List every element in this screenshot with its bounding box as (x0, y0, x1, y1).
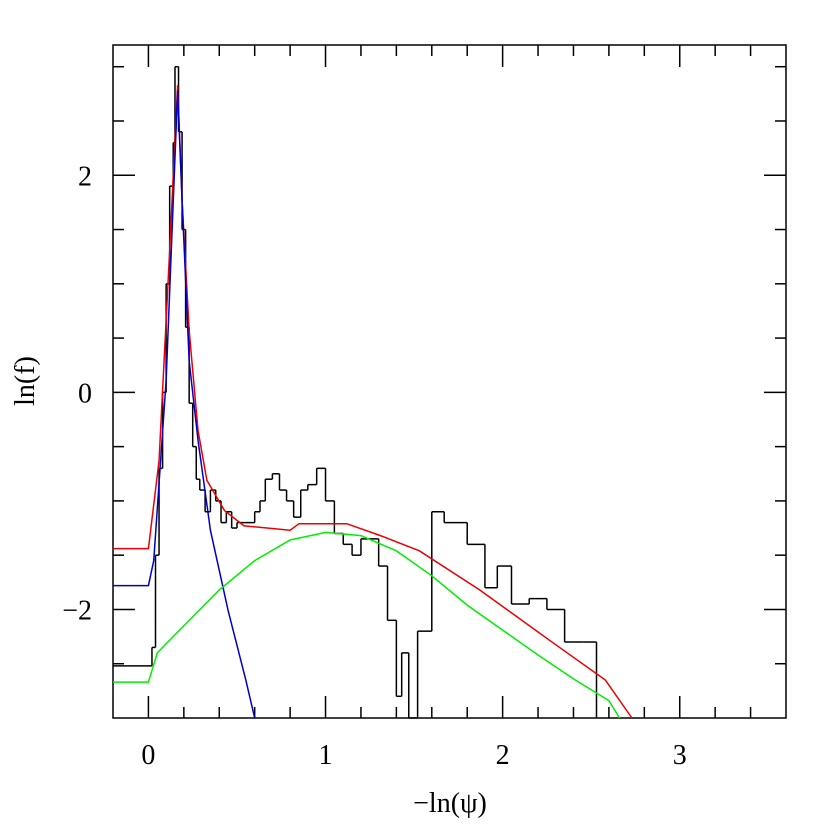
x-axis-label: −ln(ψ) (413, 788, 487, 819)
y-tick-label: −2 (62, 595, 92, 626)
x-tick-label: 0 (141, 740, 155, 771)
y-tick-label: 2 (78, 161, 92, 192)
y-axis-label: ln(f) (10, 356, 41, 406)
x-tick-label: 3 (673, 740, 687, 771)
y-tick-label: 0 (78, 378, 92, 409)
x-tick-label: 2 (496, 740, 510, 771)
line-series (113, 531, 621, 719)
histogram (113, 65, 598, 719)
x-tick-label: 1 (319, 740, 333, 771)
plot-frame (112, 44, 787, 719)
line-series (113, 85, 633, 719)
line-series (113, 90, 256, 719)
